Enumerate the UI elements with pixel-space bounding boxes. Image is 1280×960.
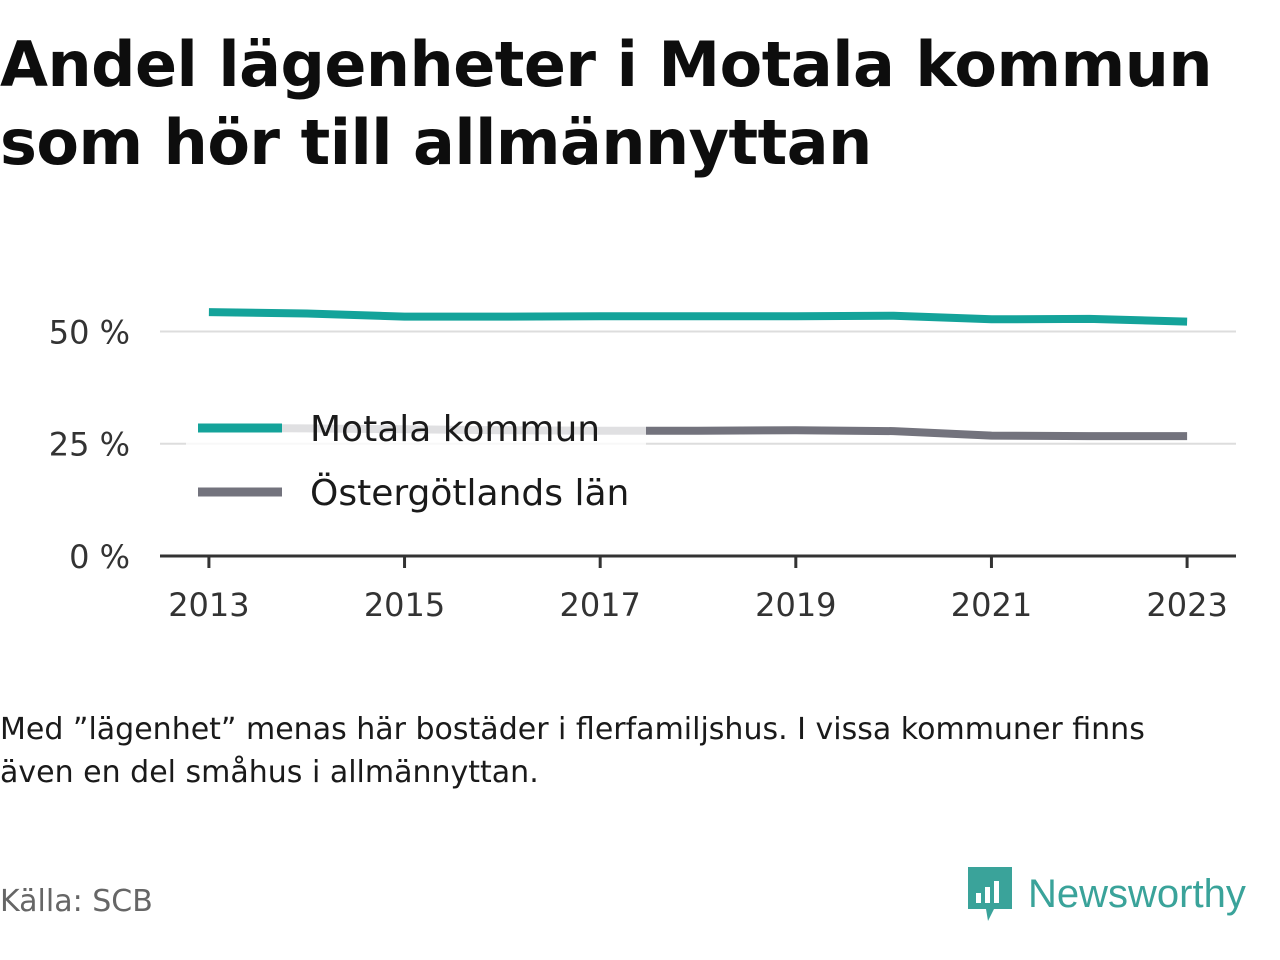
- brand-logo: Newsworthy: [964, 862, 1246, 926]
- x-tick-label: 2015: [364, 586, 445, 624]
- legend-background: [186, 398, 646, 528]
- legend-label-1: Östergötlands län: [310, 472, 629, 514]
- newsworthy-logo-icon: [968, 867, 1012, 921]
- y-axis: 0 % 25 % 50 %: [49, 313, 130, 576]
- x-axis: 2013 2015 2017 2019 2021 2023: [160, 554, 1236, 624]
- series-line-0: [208, 308, 1188, 326]
- x-tick-label: 2013: [168, 586, 249, 624]
- y-tick-label: 25 %: [49, 426, 130, 464]
- legend: Motala kommun Östergötlands län: [186, 398, 646, 528]
- footnote-line-1: Med ”lägenhet” menas här bostäder i fler…: [0, 712, 1145, 747]
- x-tick-label: 2023: [1146, 586, 1227, 624]
- x-tick-label: 2019: [755, 586, 836, 624]
- chart-title: Andel lägenheter i Motala kommun som hör…: [0, 26, 1260, 182]
- x-tick-label: 2017: [559, 586, 640, 624]
- line-chart: 0 % 25 % 50 % 2013 2015 2017 2019 2021 2023 Mot…: [49, 308, 1236, 624]
- footnote: Med ”lägenhet” menas här bostäder i fler…: [0, 708, 1250, 794]
- legend-label-0: Motala kommun: [310, 409, 600, 450]
- chart-title-line-2: som hör till allmännyttan: [0, 106, 872, 179]
- y-tick-label: 0 %: [69, 538, 130, 576]
- x-tick-label: 2021: [951, 586, 1032, 624]
- chart-title-line-1: Andel lägenheter i Motala kommun: [0, 28, 1213, 101]
- brand-name: Newsworthy: [1028, 871, 1246, 916]
- y-tick-label: 50 %: [49, 313, 130, 351]
- source-label: Källa: SCB: [0, 884, 153, 919]
- footnote-line-2: även en del småhus i allmännyttan.: [0, 755, 539, 790]
